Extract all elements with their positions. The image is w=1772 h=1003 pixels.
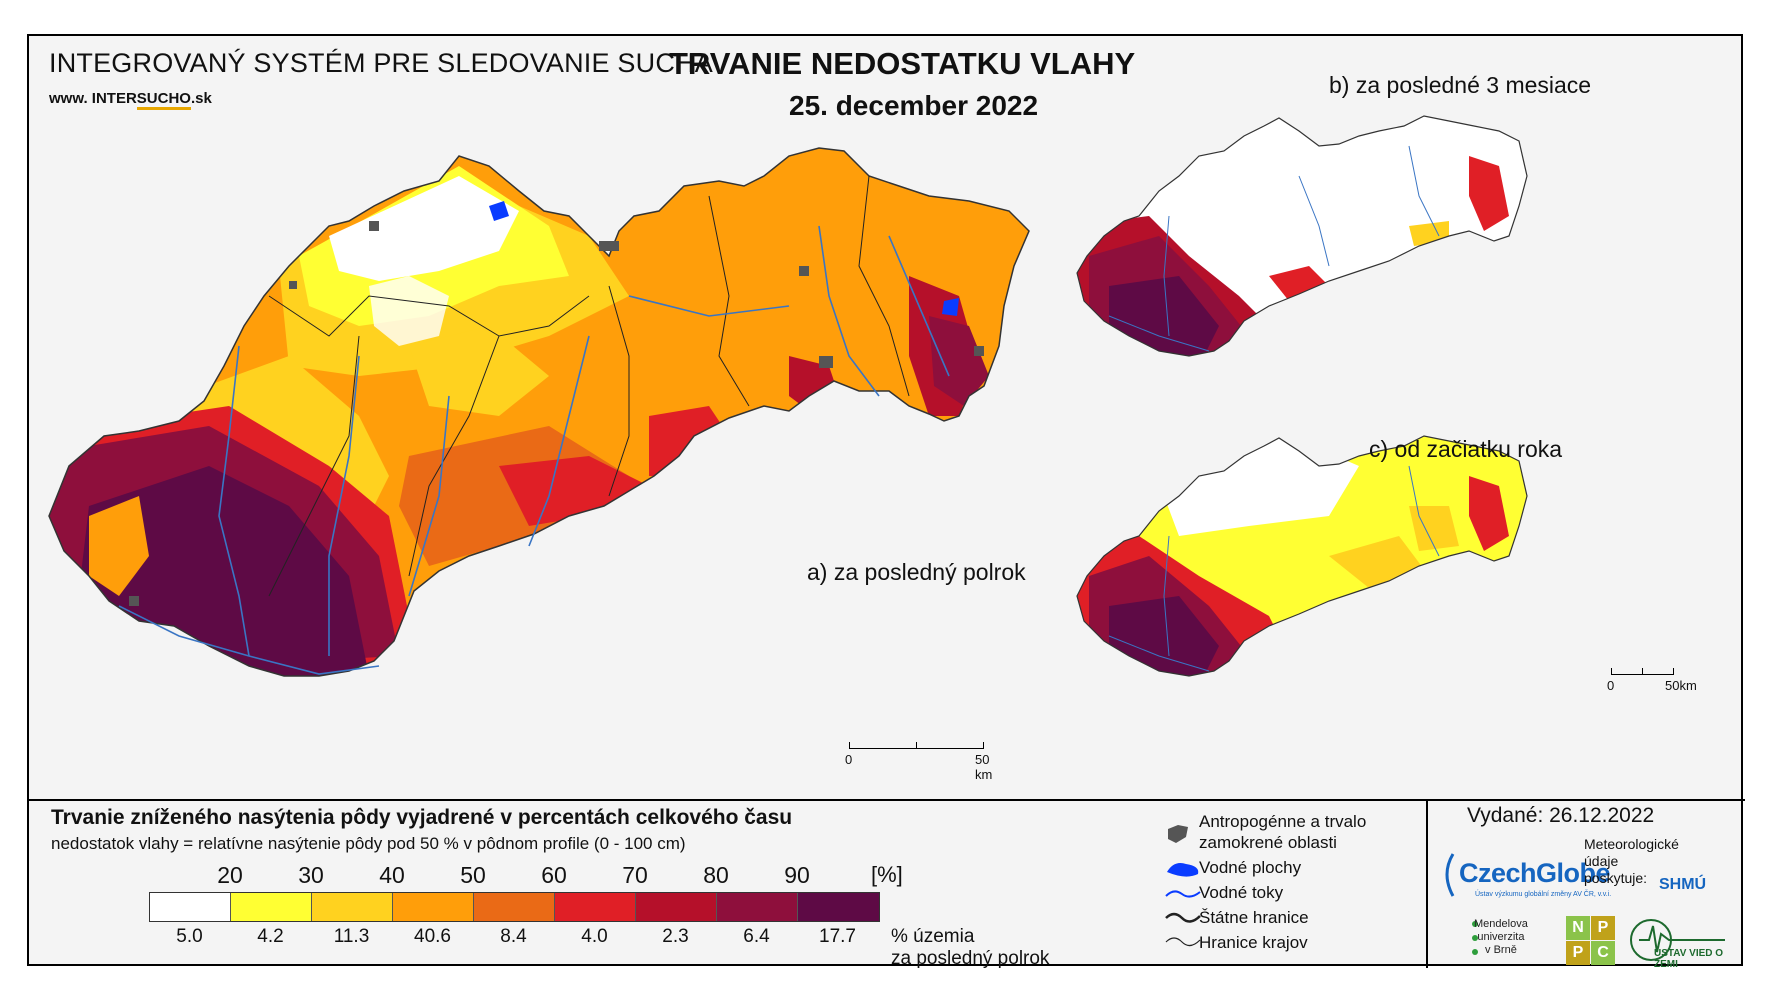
legend-tick-label: 90 xyxy=(784,862,810,888)
pct-caption-line2: za posledný polrok xyxy=(891,948,1050,969)
legend-tick-label: 80 xyxy=(703,862,729,888)
map-a-rivers xyxy=(118,225,950,675)
main-scalebar-end: 50 km xyxy=(975,752,993,782)
main-scalebar-zero: 0 xyxy=(845,752,853,767)
legend-percentage-value: 4.2 xyxy=(257,926,284,947)
map-area: INTEGROVANÝ SYSTÉM PRE SLEDOVANIE SUCHA … xyxy=(29,36,1745,796)
meteo-line-1: Meteorologické xyxy=(1584,836,1679,852)
mendel-line-1: Mendelova xyxy=(1474,918,1528,930)
issued-date: Vydané: 26.12.2022 xyxy=(1467,804,1655,827)
water-body-icon xyxy=(1167,863,1199,877)
mendel-university-logo: Mendelova univerzita v Brně xyxy=(1474,918,1528,957)
small-scalebar-zero: 0 xyxy=(1607,678,1615,693)
credits-divider xyxy=(1426,799,1428,968)
legend-percentage-value: 2.3 xyxy=(662,926,689,947)
map-a-fill xyxy=(49,148,1029,676)
map-c-fill xyxy=(1077,436,1527,676)
legend-swatch xyxy=(798,893,879,921)
anthropogenic-label-2: zamokrené oblasti xyxy=(1199,833,1337,852)
panel-b-label: b) za posledné 3 mesiace xyxy=(1329,72,1592,98)
legend-swatch xyxy=(636,893,717,921)
state-border-icon xyxy=(1165,912,1201,923)
uvz-name: ÚSTAV VIED O ZEMI xyxy=(1654,948,1724,970)
legend-percentage-value: 6.4 xyxy=(743,926,770,947)
legend-tick-label: 70 xyxy=(622,862,648,888)
map-b-rivers xyxy=(1108,145,1440,352)
water-bodies-label: Vodné plochy xyxy=(1199,858,1302,877)
state-border-label: Štátne hranice xyxy=(1199,908,1309,927)
website-suffix: .sk xyxy=(190,90,212,107)
anthropogenic-area-icon xyxy=(1168,825,1188,843)
region-border-icon xyxy=(1165,937,1201,947)
czechglobe-name: CzechGlobe xyxy=(1459,858,1611,888)
legend-tick-label: 50 xyxy=(460,862,486,888)
website-prefix: www. INTER xyxy=(49,90,137,107)
legend-swatch xyxy=(474,893,555,921)
mendel-line-3: v Brně xyxy=(1485,944,1517,956)
small-scalebar-end: 50km xyxy=(1665,678,1697,693)
legend-swatch xyxy=(393,893,474,921)
legend-swatch xyxy=(555,893,636,921)
date-title: 25. december 2022 xyxy=(789,90,1039,121)
rivers-label: Vodné toky xyxy=(1199,883,1284,902)
map-a-region-borders xyxy=(268,175,910,597)
nppc-letter-c: C xyxy=(1591,941,1615,965)
legend-swatch xyxy=(312,893,393,921)
meteo-line-3: poskytuje: xyxy=(1584,870,1648,886)
meteo-provider-text: Meteorologické údaje poskytuje: xyxy=(1584,836,1679,887)
legend-swatch xyxy=(231,893,312,921)
map-a-water-body-east xyxy=(942,298,959,316)
legend-tick-label: 20 xyxy=(217,862,243,888)
website-link[interactable]: www. INTERSUCHO.sk xyxy=(49,90,212,110)
pct-caption-line1: % územia xyxy=(891,926,975,947)
legend-title: Trvanie zníženého nasýtenia pôdy vyjadre… xyxy=(51,806,793,829)
mendel-line-2: univerzita xyxy=(1477,931,1525,943)
panel-c-label: c) od začiatku roka xyxy=(1369,436,1563,462)
legend-percentage-value: 8.4 xyxy=(500,926,527,947)
anthropogenic-label-1: Antropogénne a trvalo xyxy=(1199,812,1367,831)
nppc-letter-p1: P xyxy=(1591,916,1615,940)
website-accent: SUCHO xyxy=(136,90,191,110)
czechglobe-logo xyxy=(1445,853,1455,897)
legend-percentage-value: 11.3 xyxy=(333,926,370,947)
map-c-rivers xyxy=(1108,465,1440,672)
legend-unit: [%] xyxy=(871,862,903,887)
legend-tick-label: 40 xyxy=(379,862,405,888)
map-b-fill xyxy=(1077,116,1527,356)
legend-percentage-value: 17.7 xyxy=(819,926,856,947)
meteo-line-2: údaje xyxy=(1584,853,1619,869)
legend-subtitle: nedostatok vlahy = relatívne nasýtenie p… xyxy=(51,834,686,853)
legend-swatch xyxy=(150,893,231,921)
legend-swatch xyxy=(717,893,798,921)
legend-tick-label: 60 xyxy=(541,862,567,888)
nppc-letter-p2: P xyxy=(1566,941,1590,965)
uvz-logo-mark xyxy=(1630,919,1725,961)
main-title: TRVANIE NEDOSTATKU VLAHY xyxy=(669,46,1136,81)
legend-percentage-value: 40.6 xyxy=(414,926,451,947)
legend-percentage-value: 4.0 xyxy=(581,926,608,947)
nppc-letter-n: N xyxy=(1566,916,1590,940)
mendel-dots-icon xyxy=(1472,921,1478,955)
map-a-anthropogenic-areas xyxy=(129,221,984,606)
map-a-water-body xyxy=(489,201,509,221)
system-title: INTEGROVANÝ SYSTÉM PRE SLEDOVANIE SUCHA xyxy=(49,48,713,78)
czechglobe-subtitle: Ústav výzkumu globální změny AV ČR, v.v.… xyxy=(1475,891,1612,898)
shmu-logo: SHMÚ xyxy=(1659,876,1707,893)
map-frame: INTEGROVANÝ SYSTÉM PRE SLEDOVANIE SUCHA … xyxy=(27,34,1745,970)
panel-a-label: a) za posledný polrok xyxy=(807,559,1026,585)
drought-maps-svg xyxy=(48,115,1528,677)
legend-percentage-value: 5.0 xyxy=(176,926,203,947)
legend-colorbar xyxy=(149,892,880,922)
region-border-label: Hranice krajov xyxy=(1199,933,1308,952)
legend-divider xyxy=(29,799,1745,801)
legend-tick-label: 30 xyxy=(298,862,324,888)
river-icon xyxy=(1165,890,1201,898)
